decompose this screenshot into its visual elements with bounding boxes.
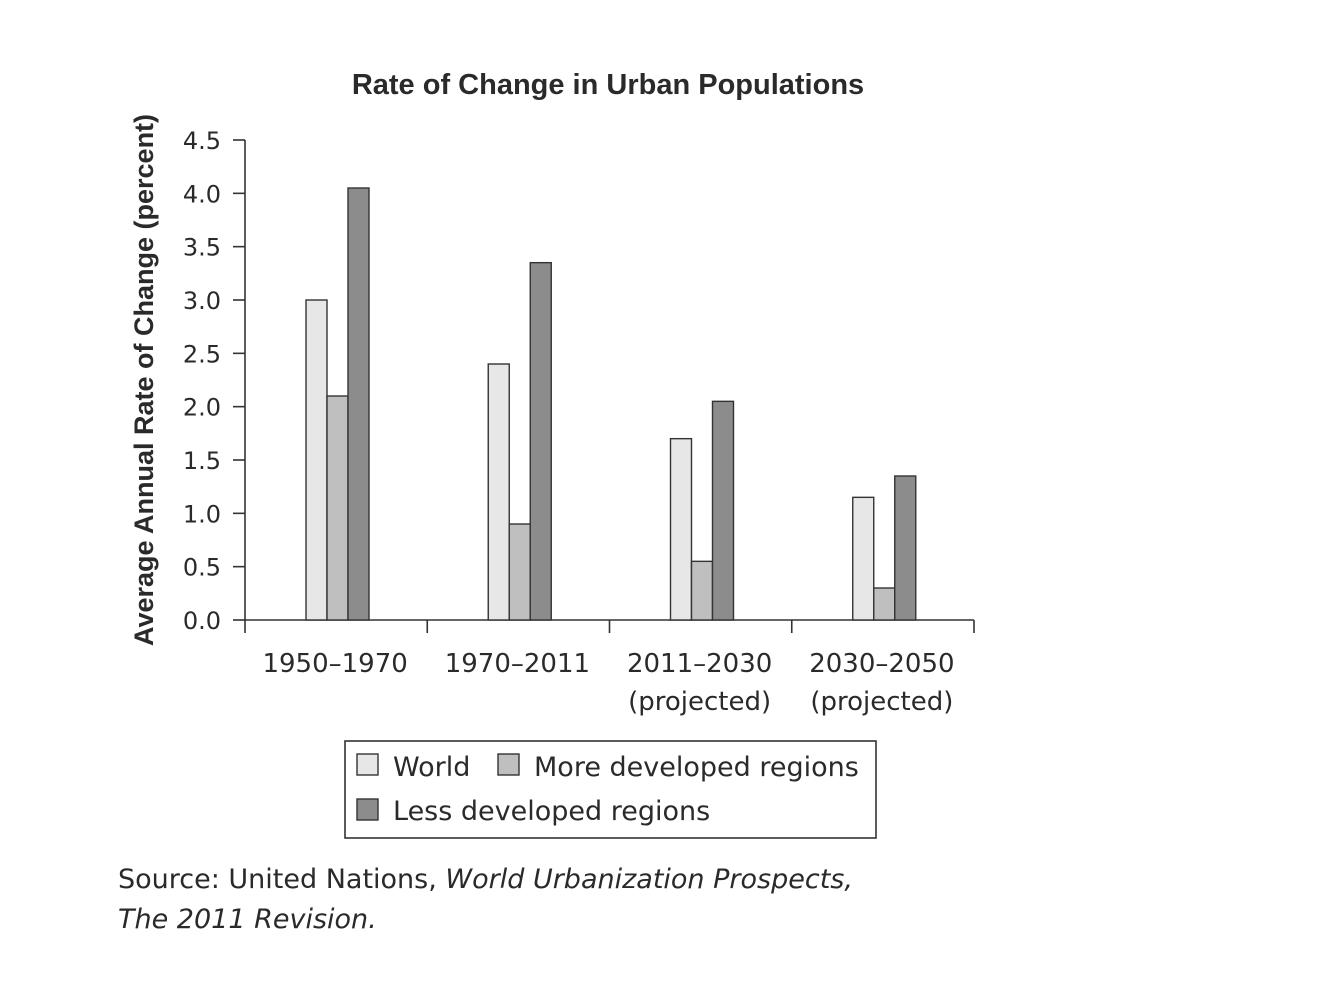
source-title: World Urbanization Prospects, xyxy=(445,864,853,895)
source-edition: The 2011 Revision. xyxy=(118,904,377,935)
x-category-sublabel: (projected) xyxy=(628,687,771,717)
x-category-label: 1970–2011 xyxy=(445,649,590,679)
y-tick-label: 2.0 xyxy=(183,394,221,422)
category-labels: 1950–1970 1970–2011 2011–2030 (projected) 20… xyxy=(262,649,954,717)
bar-less-developed-2 xyxy=(529,261,552,621)
y-ticks: 0.0 0.5 1.0 1.5 2.0 2.5 3.0 3.5 4.0 4.5 xyxy=(183,127,245,635)
x-category-label: 2011–2030 xyxy=(627,649,772,679)
bar-more-developed-3 xyxy=(690,560,714,621)
bar-more-developed-4 xyxy=(873,587,896,621)
y-tick-label: 0.5 xyxy=(183,554,221,582)
legend-label-world: World xyxy=(393,752,470,783)
bar-world-4 xyxy=(852,496,875,621)
legend-swatch-more-developed xyxy=(497,753,520,776)
y-tick-label: 1.5 xyxy=(183,447,221,475)
y-tick-label: 4.5 xyxy=(183,127,221,155)
bars xyxy=(305,187,917,621)
legend: World More developed regions Less develo… xyxy=(344,740,877,839)
legend-swatch-less-developed xyxy=(356,798,379,821)
y-tick-label: 1.0 xyxy=(183,500,221,528)
bar-less-developed-1 xyxy=(347,187,370,621)
y-axis-label: Average Annual Rate of Change (percent) xyxy=(129,114,159,646)
y-tick-label: 3.5 xyxy=(183,234,221,262)
y-tick-label: 0.0 xyxy=(183,607,221,635)
source-note: Source: United Nations, World Urbanizati… xyxy=(118,860,1018,940)
source-prefix: Source: United Nations, xyxy=(118,864,446,895)
x-category-label: 1950–1970 xyxy=(262,649,407,679)
legend-box xyxy=(344,740,877,839)
bar-less-developed-3 xyxy=(711,400,735,621)
bar-more-developed-1 xyxy=(326,395,349,621)
x-category-sublabel: (projected) xyxy=(810,687,953,717)
y-tick-label: 2.5 xyxy=(183,340,221,368)
bar-world-2 xyxy=(487,363,510,621)
chart-title: Rate of Change in Urban Populations xyxy=(352,69,864,101)
bar-less-developed-4 xyxy=(894,475,917,621)
legend-label-less-developed: Less developed regions xyxy=(393,796,710,827)
y-tick-label: 3.0 xyxy=(183,287,221,315)
x-category-label: 2030–2050 xyxy=(809,649,954,679)
bar-world-3 xyxy=(669,437,693,621)
bar-more-developed-2 xyxy=(508,523,531,621)
legend-label-more-developed: More developed regions xyxy=(534,752,859,783)
legend-swatch-world xyxy=(356,753,379,776)
bar-world-1 xyxy=(305,299,328,621)
y-tick-label: 4.0 xyxy=(183,180,221,208)
x-ticks xyxy=(244,620,975,633)
